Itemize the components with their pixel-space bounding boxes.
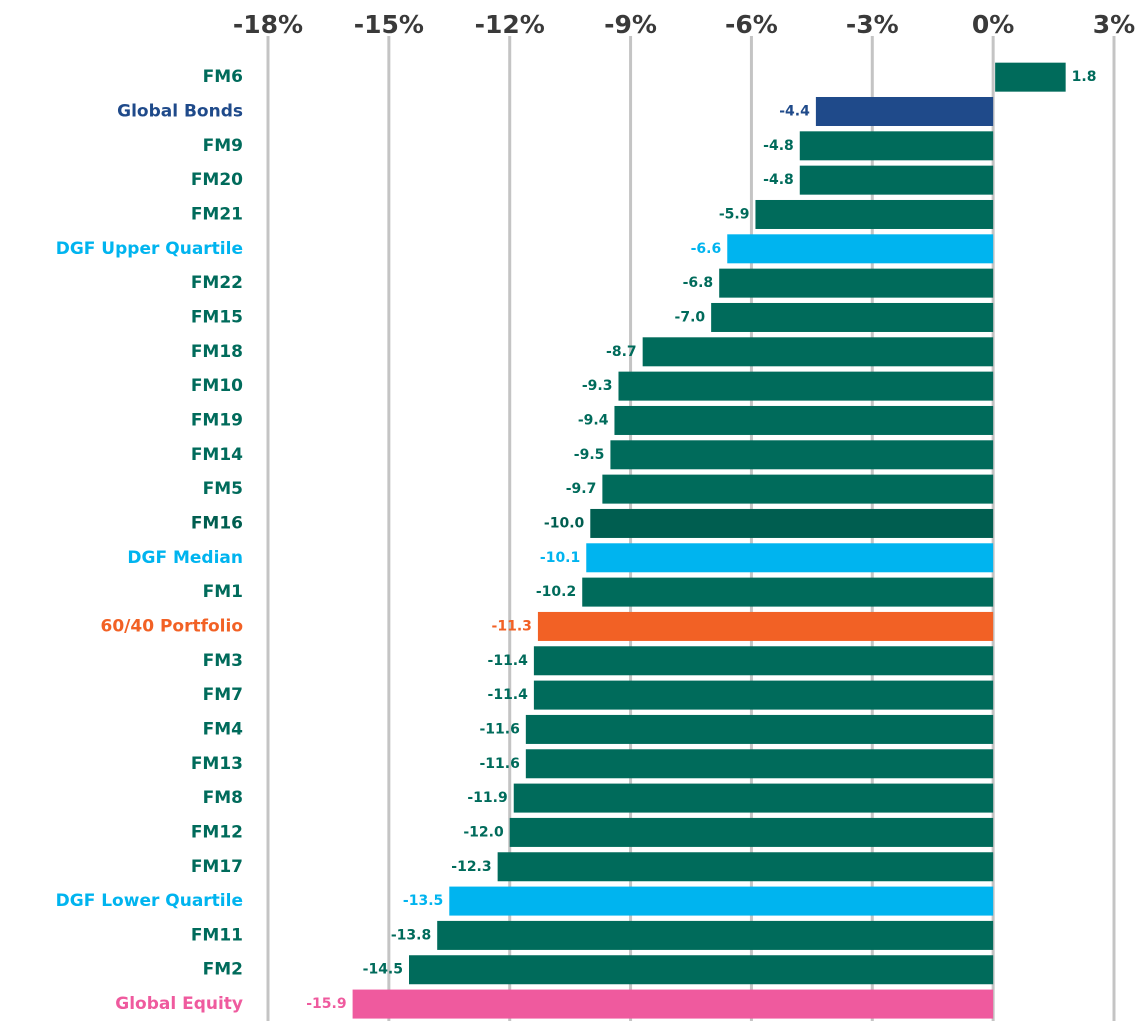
bar bbox=[602, 474, 994, 504]
x-tick-label: -9% bbox=[604, 10, 657, 39]
value-label: -11.4 bbox=[488, 687, 529, 703]
bar bbox=[409, 955, 994, 985]
bar bbox=[642, 337, 994, 367]
bar bbox=[799, 165, 994, 195]
bar bbox=[610, 440, 994, 470]
category-label: FM12 bbox=[191, 822, 243, 842]
value-label: -10.1 bbox=[540, 550, 580, 566]
value-label: -6.6 bbox=[691, 241, 722, 257]
value-label: -11.9 bbox=[467, 790, 507, 806]
value-label: -10.0 bbox=[544, 515, 585, 531]
category-label: FM15 bbox=[191, 307, 243, 327]
value-label: -11.6 bbox=[479, 721, 519, 737]
bar bbox=[755, 199, 994, 229]
value-label: -10.2 bbox=[536, 584, 576, 600]
category-label: FM9 bbox=[203, 136, 243, 156]
bar bbox=[533, 646, 994, 676]
category-label: FM17 bbox=[191, 857, 243, 877]
category-label: FM5 bbox=[203, 479, 243, 499]
bar bbox=[590, 508, 994, 538]
x-tick-label: -15% bbox=[354, 10, 424, 39]
bar bbox=[719, 268, 994, 298]
bar bbox=[533, 680, 994, 710]
category-label: FM1 bbox=[203, 582, 243, 602]
category-label: FM6 bbox=[203, 67, 243, 87]
category-label: FM20 bbox=[191, 170, 243, 190]
category-label: DGF Upper Quartile bbox=[56, 239, 243, 259]
bar bbox=[711, 302, 994, 332]
category-label: FM19 bbox=[191, 410, 243, 430]
value-label: -12.3 bbox=[451, 859, 491, 875]
bar bbox=[582, 577, 994, 607]
category-label: Global Equity bbox=[115, 994, 243, 1014]
x-tick-label: -12% bbox=[475, 10, 545, 39]
value-label: -6.8 bbox=[683, 275, 714, 291]
value-label: -8.7 bbox=[606, 344, 637, 360]
category-label: FM3 bbox=[203, 651, 243, 671]
bar bbox=[537, 611, 994, 641]
category-label: FM2 bbox=[203, 960, 243, 980]
x-tick-label: -3% bbox=[846, 10, 899, 39]
bar bbox=[513, 783, 994, 813]
bar bbox=[815, 96, 994, 126]
category-label: DGF Lower Quartile bbox=[56, 891, 243, 911]
bar bbox=[586, 543, 994, 573]
category-label: FM16 bbox=[191, 513, 243, 533]
category-label: Global Bonds bbox=[117, 101, 243, 121]
category-label: FM13 bbox=[191, 754, 243, 774]
bar bbox=[618, 371, 994, 401]
bar bbox=[449, 886, 994, 916]
value-label: -15.9 bbox=[306, 996, 346, 1012]
value-label: -4.8 bbox=[763, 138, 794, 154]
x-tick-label: 0% bbox=[972, 10, 1014, 39]
category-label: DGF Median bbox=[127, 548, 243, 568]
bar bbox=[509, 817, 994, 847]
value-label: -11.6 bbox=[479, 756, 519, 772]
value-label: -12.0 bbox=[463, 824, 504, 840]
category-label: FM10 bbox=[191, 376, 243, 396]
value-label: -11.3 bbox=[492, 618, 532, 634]
category-label: FM14 bbox=[191, 445, 243, 465]
value-label: -13.5 bbox=[403, 893, 443, 909]
bar bbox=[525, 714, 994, 744]
value-label: -9.4 bbox=[578, 412, 609, 428]
value-label: 1.8 bbox=[1072, 69, 1097, 85]
x-tick-label: -18% bbox=[233, 10, 303, 39]
category-label: 60/40 Portfolio bbox=[101, 616, 244, 636]
value-label: -11.4 bbox=[488, 653, 529, 669]
x-tick-label: 3% bbox=[1093, 10, 1135, 39]
category-label: FM4 bbox=[203, 719, 244, 739]
bar bbox=[995, 62, 1066, 92]
value-label: -7.0 bbox=[675, 309, 706, 325]
value-label: -9.5 bbox=[574, 447, 605, 463]
x-tick-label: -6% bbox=[725, 10, 778, 39]
value-label: -5.9 bbox=[719, 206, 750, 222]
bar bbox=[727, 234, 994, 264]
bar bbox=[437, 920, 994, 950]
bar bbox=[525, 749, 994, 779]
value-label: -13.8 bbox=[391, 927, 431, 943]
value-label: -14.5 bbox=[363, 962, 403, 978]
bar bbox=[799, 131, 994, 161]
value-label: -9.7 bbox=[566, 481, 597, 497]
value-label: -4.4 bbox=[779, 103, 810, 119]
category-label: FM18 bbox=[191, 342, 243, 362]
category-label: FM11 bbox=[191, 925, 243, 945]
category-label: FM8 bbox=[203, 788, 243, 808]
bar bbox=[614, 405, 994, 435]
value-label: -4.8 bbox=[763, 172, 794, 188]
category-label: FM7 bbox=[203, 685, 243, 705]
bar bbox=[497, 852, 994, 882]
category-label: FM21 bbox=[191, 204, 243, 224]
category-label: FM22 bbox=[191, 273, 243, 293]
bar bbox=[352, 989, 994, 1019]
value-label: -9.3 bbox=[582, 378, 613, 394]
